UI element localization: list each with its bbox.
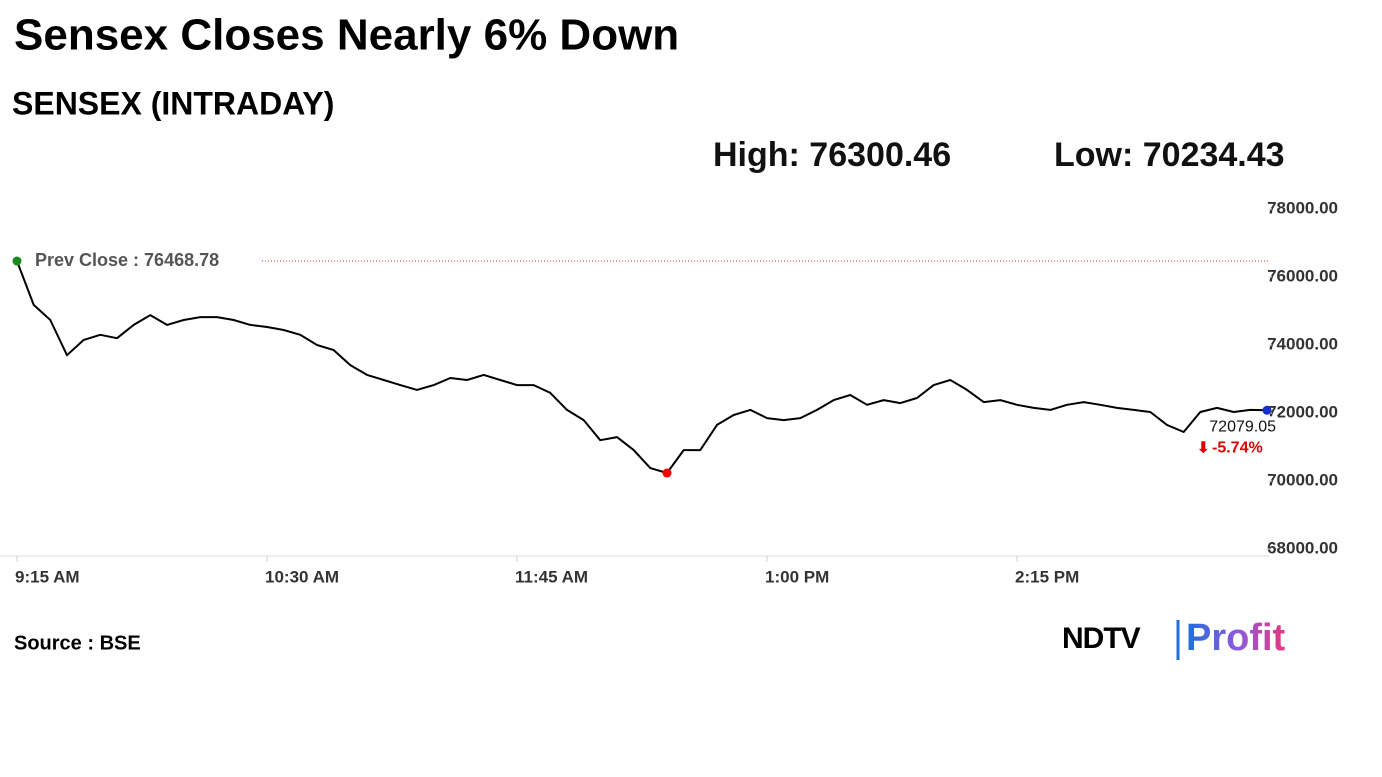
prev-close-label: Prev Close : 76468.78 bbox=[35, 250, 219, 270]
y-tick-label: 72000.00 bbox=[1267, 402, 1338, 421]
last-value-label: 72079.05 bbox=[1209, 419, 1276, 436]
y-tick-label: 70000.00 bbox=[1267, 470, 1338, 489]
x-tick-label: 1:00 PM bbox=[765, 567, 829, 586]
open-marker bbox=[12, 256, 22, 266]
x-tick-label: 10:30 AM bbox=[265, 567, 339, 586]
high-label: High: 76300.46 bbox=[713, 136, 951, 174]
source: Source : BSE bbox=[14, 632, 141, 654]
last-marker bbox=[1262, 405, 1272, 415]
price-line bbox=[16, 260, 1268, 474]
y-tick-label: 76000.00 bbox=[1267, 266, 1338, 285]
low-label: Low: 70234.43 bbox=[1054, 136, 1285, 174]
x-tick-label: 2:15 PM bbox=[1015, 567, 1079, 586]
chart-title: Sensex Closes Nearly 6% Down bbox=[14, 11, 679, 60]
change-label: -5.74% bbox=[1212, 440, 1263, 457]
x-tick-label: 9:15 AM bbox=[15, 567, 80, 586]
last-label-box bbox=[1198, 416, 1278, 439]
y-tick-label: 68000.00 bbox=[1267, 538, 1338, 557]
low-marker bbox=[662, 468, 672, 478]
x-tick-label: 11:45 AM bbox=[515, 567, 588, 586]
y-tick-label: 78000.00 bbox=[1267, 198, 1338, 217]
logo-ndtv: NDTV bbox=[1062, 622, 1141, 655]
chart-subtitle: SENSEX (INTRADAY) bbox=[12, 85, 334, 121]
change-arrow: ⬇ bbox=[1197, 439, 1210, 456]
y-tick-label: 74000.00 bbox=[1267, 334, 1338, 353]
logo-profit: Profit bbox=[1186, 617, 1286, 659]
